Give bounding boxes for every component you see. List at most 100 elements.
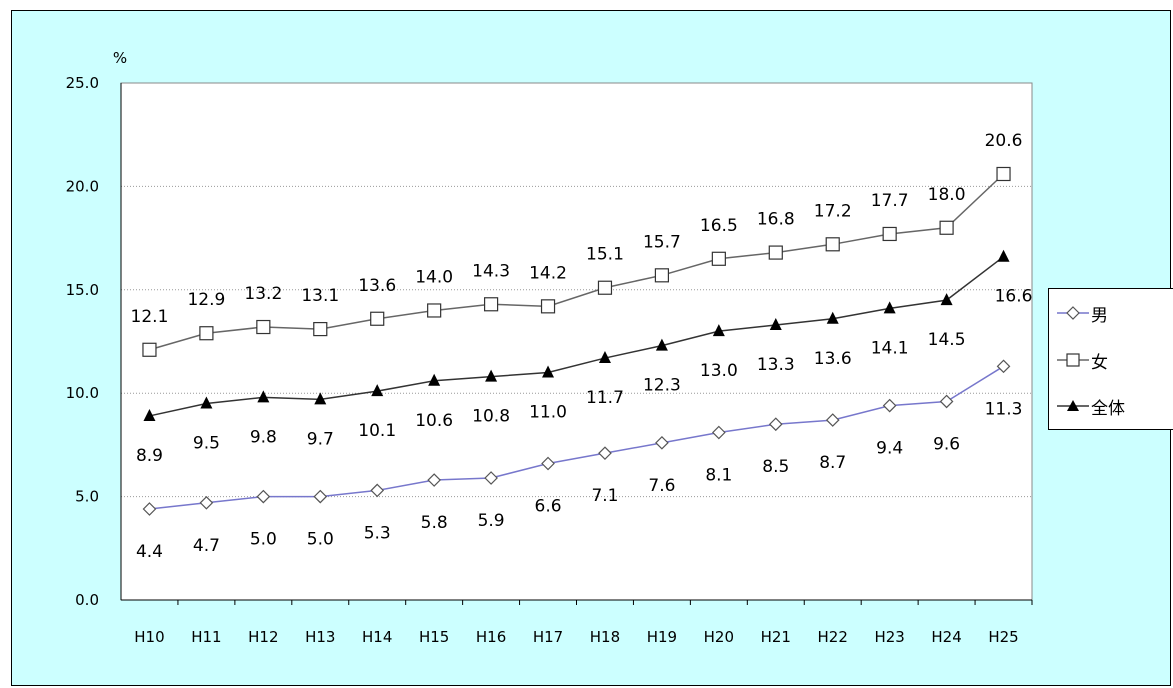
data-label: 5.3 bbox=[364, 523, 391, 543]
diamond-marker bbox=[939, 394, 954, 409]
legend-marker-triangle-icon bbox=[1057, 400, 1089, 411]
x-tick-label: H17 bbox=[533, 628, 563, 646]
diamond-marker bbox=[825, 413, 840, 427]
data-label: 11.7 bbox=[586, 388, 624, 408]
x-tick-label: H25 bbox=[988, 628, 1018, 646]
square-marker bbox=[597, 280, 613, 295]
data-label: 16.5 bbox=[700, 216, 738, 236]
square-marker bbox=[256, 319, 271, 335]
data-label: 5.0 bbox=[307, 530, 334, 550]
square-marker bbox=[996, 166, 1011, 182]
data-label: 12.1 bbox=[131, 307, 169, 327]
series-line-1 bbox=[149, 173, 1005, 351]
triangle-marker bbox=[371, 384, 384, 397]
diamond-marker bbox=[598, 446, 612, 461]
data-label: 13.3 bbox=[757, 355, 795, 375]
diamond-marker bbox=[655, 435, 669, 450]
data-label: 11.0 bbox=[529, 403, 567, 423]
data-label: 17.2 bbox=[814, 201, 852, 221]
legend-marker-diamond-icon bbox=[1057, 306, 1089, 320]
triangle-marker bbox=[485, 369, 498, 382]
square-marker bbox=[939, 220, 954, 235]
diamond-marker bbox=[370, 483, 385, 498]
triangle-marker bbox=[940, 293, 953, 306]
triangle-marker bbox=[314, 392, 327, 405]
triangle-marker bbox=[598, 351, 611, 364]
triangle-marker bbox=[997, 249, 1010, 262]
data-label: 10.1 bbox=[358, 421, 396, 441]
diamond-marker bbox=[256, 489, 271, 504]
triangle-marker bbox=[655, 338, 668, 351]
data-label: 4.4 bbox=[136, 542, 163, 562]
data-label: 7.6 bbox=[648, 476, 675, 496]
diamond-marker bbox=[541, 456, 555, 471]
data-label: 14.2 bbox=[529, 263, 567, 283]
square-marker bbox=[711, 251, 726, 266]
data-label: 13.6 bbox=[814, 349, 852, 369]
x-tick-label: H13 bbox=[305, 628, 335, 646]
diamond-marker bbox=[711, 425, 726, 440]
data-label: 18.0 bbox=[928, 185, 966, 205]
y-tick-label: 20.0 bbox=[66, 177, 99, 195]
square-marker bbox=[540, 299, 556, 314]
triangle-marker bbox=[542, 365, 555, 378]
data-label: 5.8 bbox=[421, 513, 448, 533]
square-marker bbox=[199, 326, 214, 341]
x-tick-label: H18 bbox=[590, 628, 620, 646]
square-marker bbox=[427, 303, 442, 318]
data-label: 5.9 bbox=[478, 511, 505, 531]
diamond-marker bbox=[313, 489, 328, 504]
data-label: 7.1 bbox=[591, 486, 618, 506]
triangle-marker bbox=[428, 373, 441, 386]
legend-item-1: 女 bbox=[1057, 347, 1108, 373]
data-label: 9.8 bbox=[250, 427, 277, 447]
data-label: 16.6 bbox=[995, 287, 1033, 307]
x-tick-label: H19 bbox=[647, 628, 677, 646]
data-label: 14.0 bbox=[415, 267, 453, 287]
square-marker bbox=[882, 226, 897, 242]
triangle-marker bbox=[883, 301, 896, 314]
chart-area: 0.0 5.0 10.0 15.0 20.0 25.0% H10 H11 H12 H13 H14 H1… bbox=[11, 10, 1173, 686]
x-tick-label: H12 bbox=[248, 628, 278, 646]
data-label: 20.6 bbox=[985, 131, 1023, 151]
square-marker bbox=[825, 237, 840, 252]
x-tick-label: H20 bbox=[704, 628, 734, 646]
data-label: 9.5 bbox=[193, 434, 220, 454]
triangle-marker bbox=[712, 324, 725, 337]
square-marker bbox=[768, 245, 783, 260]
x-tick-label: H10 bbox=[134, 628, 164, 646]
diamond-marker bbox=[882, 398, 897, 413]
x-tick-label: H14 bbox=[362, 628, 392, 646]
triangle-marker bbox=[200, 396, 213, 409]
series-line-2 bbox=[149, 256, 1004, 417]
triangle-marker bbox=[257, 390, 270, 403]
y-tick-label: 15.0 bbox=[66, 281, 99, 299]
x-tick-label: H16 bbox=[476, 628, 506, 646]
diamond-marker bbox=[142, 502, 157, 516]
data-label: 8.9 bbox=[136, 446, 163, 466]
data-label: 14.5 bbox=[928, 330, 966, 350]
square-marker bbox=[654, 268, 670, 283]
legend-item-0: 男 bbox=[1057, 300, 1108, 326]
data-label: 4.7 bbox=[193, 536, 220, 556]
triangle-marker bbox=[826, 311, 839, 324]
legend-label-2: 全体 bbox=[1091, 398, 1125, 419]
square-marker bbox=[313, 321, 328, 337]
data-label: 13.2 bbox=[244, 284, 282, 304]
data-label: 12.3 bbox=[643, 376, 681, 396]
diamond-marker bbox=[427, 473, 442, 487]
y-tick-label: 25.0 bbox=[66, 74, 99, 92]
square-marker bbox=[142, 342, 157, 357]
diamond-marker bbox=[996, 359, 1011, 374]
triangle-marker bbox=[769, 317, 782, 330]
data-label: 10.6 bbox=[415, 411, 453, 431]
series-line-0 bbox=[149, 365, 1004, 510]
data-label: 11.3 bbox=[985, 399, 1023, 419]
data-label: 15.7 bbox=[643, 232, 681, 252]
x-tick-label: H15 bbox=[419, 628, 449, 646]
triangle-marker bbox=[143, 408, 156, 421]
data-label: 16.8 bbox=[757, 210, 795, 230]
data-label: 13.0 bbox=[700, 361, 738, 381]
x-tick-label: H24 bbox=[931, 628, 961, 646]
x-tick-label: H23 bbox=[874, 628, 904, 646]
